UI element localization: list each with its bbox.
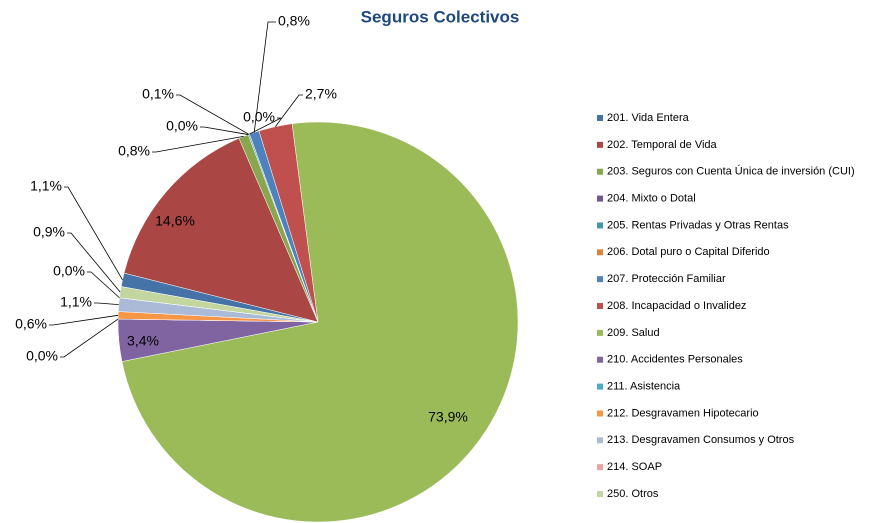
- leader-line: [67, 232, 121, 293]
- legend-swatch: [597, 383, 603, 390]
- leader-line: [253, 21, 276, 133]
- data-label: 0,6%: [15, 316, 47, 332]
- legend-swatch: [597, 303, 603, 310]
- data-label: 0,0%: [26, 348, 58, 364]
- leader-line: [275, 94, 303, 127]
- legend-label: 202. Temporal de Vida: [607, 139, 718, 151]
- legend-label: 250. Otros: [607, 488, 659, 500]
- legend-label: 201. Vida Entera: [607, 112, 690, 124]
- data-label: 0,0%: [53, 263, 85, 279]
- data-label: 3,4%: [127, 333, 159, 349]
- legend-swatch: [597, 249, 603, 256]
- legend-label: 209. Salud: [607, 327, 660, 339]
- legend-swatch: [597, 222, 603, 229]
- chart-title: Seguros Colectivos: [361, 7, 520, 26]
- legend-swatch: [597, 437, 603, 444]
- legend-swatch: [597, 356, 603, 363]
- legend-label: 207. Protección Familiar: [607, 273, 726, 285]
- data-label: 1,1%: [60, 294, 92, 310]
- data-label: 0,0%: [166, 118, 198, 134]
- legend-swatch: [597, 329, 603, 336]
- leader-line: [152, 135, 244, 153]
- data-label: 14,6%: [155, 213, 195, 229]
- data-label: 0,8%: [118, 143, 150, 159]
- legend-swatch: [597, 168, 603, 175]
- data-label: 0,8%: [278, 13, 310, 29]
- legend-swatch: [597, 195, 603, 202]
- legend-swatch: [597, 464, 603, 471]
- legend-label: 204. Mixto o Dotal: [607, 192, 696, 204]
- legend-swatch: [597, 115, 603, 121]
- pie-slice: [121, 121, 519, 523]
- leader-line: [200, 126, 249, 135]
- legend-label: 210. Accidentes Personales: [607, 354, 743, 366]
- leader-line: [176, 94, 250, 135]
- legend-label: 203. Seguros con Cuenta Única de inversi…: [607, 165, 855, 178]
- legend-label: 208. Incapacidad o Invalidez: [607, 300, 746, 312]
- data-label: 73,9%: [428, 409, 468, 425]
- leader-line: [249, 117, 282, 135]
- legend-swatch: [597, 276, 603, 283]
- leader-line: [49, 314, 119, 326]
- legend-swatch: [597, 491, 603, 498]
- data-label: 1,1%: [30, 178, 62, 194]
- legend-label: 211. Asistencia: [607, 381, 681, 393]
- legend-label: 206. Dotal puro o Capital Diferido: [607, 246, 770, 258]
- data-label: 0,0%: [243, 109, 275, 125]
- leader-line: [64, 186, 123, 281]
- data-label: 0,1%: [142, 86, 174, 102]
- legend-swatch: [597, 141, 603, 148]
- legend-label: 212. Desgravamen Hipotecario: [607, 407, 759, 419]
- legend-swatch: [597, 410, 603, 417]
- leader-line: [87, 271, 120, 299]
- legend-label: 213. Desgravamen Consumos y Otros: [607, 434, 795, 446]
- pie-slice: [123, 137, 319, 323]
- leader-line: [60, 318, 119, 358]
- legend-label: 205. Rentas Privadas y Otras Rentas: [607, 219, 789, 231]
- leader-line: [94, 302, 119, 306]
- data-label: 2,7%: [305, 86, 337, 102]
- legend-label: 214. SOAP: [607, 461, 662, 473]
- data-label: 0,9%: [33, 224, 65, 240]
